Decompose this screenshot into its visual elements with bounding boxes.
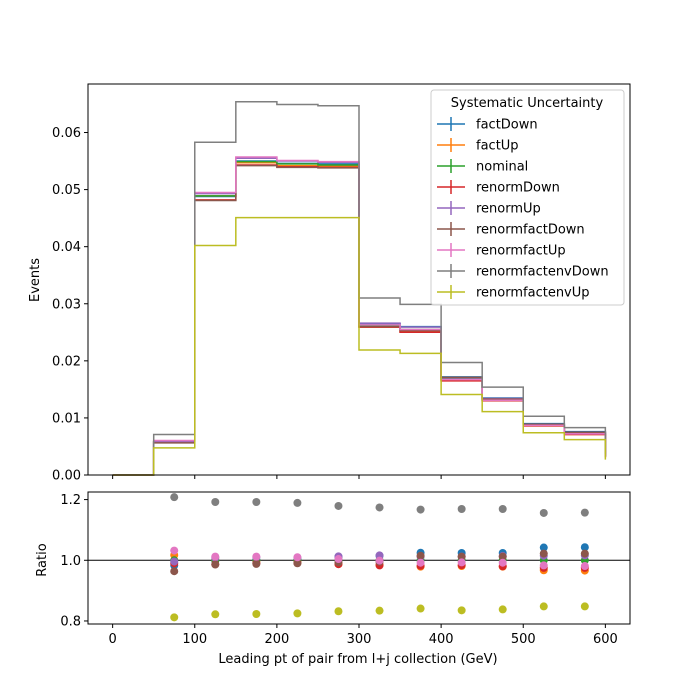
ratio-point-renormfactup bbox=[457, 558, 466, 567]
events-y-tick-label: 0.05 bbox=[52, 183, 81, 198]
ratio-point-renormfactup bbox=[334, 555, 343, 564]
legend-item-factdown: factDown bbox=[437, 117, 538, 133]
ratio-x-tick-label: 0 bbox=[108, 632, 116, 647]
ratio-point-renormfactenvdown bbox=[252, 498, 261, 507]
ratio-point-renormfactup bbox=[211, 552, 220, 561]
ratio-point-factdown bbox=[580, 543, 589, 552]
ratio-point-renormfactenvdown bbox=[293, 498, 302, 507]
legend-label: renormfactenvUp bbox=[476, 286, 590, 301]
ratio-points bbox=[170, 493, 589, 622]
ratio-point-renormfactup bbox=[580, 562, 589, 571]
legend-label: renormfactUp bbox=[476, 244, 566, 259]
events-y-axis-label: Events bbox=[28, 258, 43, 302]
ratio-point-renormfactenvup bbox=[170, 613, 179, 622]
events-y-ticks: 0.00 0.01 0.02 0.03 0.04 0.05 0.06 bbox=[52, 126, 88, 484]
ratio-point-renormfactenvup bbox=[416, 604, 425, 613]
ratio-point-renormfactenvup bbox=[539, 602, 548, 611]
events-y-tick-label: 0.01 bbox=[52, 411, 81, 426]
x-axis-label: Leading pt of pair from l+j collection (… bbox=[218, 652, 497, 667]
legend-label: renormDown bbox=[476, 181, 560, 196]
ratio-point-renormfactenvdown bbox=[416, 505, 425, 514]
legend-item-renormup: renormUp bbox=[437, 201, 541, 217]
ratio-point-renormfactenvup bbox=[293, 609, 302, 618]
legend-item-renormdown: renormDown bbox=[437, 180, 560, 196]
events-y-tick-label: 0.04 bbox=[52, 240, 81, 255]
ratio-point-renormfactup bbox=[416, 558, 425, 567]
ratio-x-tick-label: 100 bbox=[182, 632, 207, 647]
ratio-point-renormfactenvdown bbox=[539, 508, 548, 517]
ratio-x-tick-label: 400 bbox=[429, 632, 454, 647]
ratio-x-tick-label: 500 bbox=[511, 632, 536, 647]
ratio-point-renormfactenvup bbox=[498, 605, 507, 614]
events-y-tick-label: 0.00 bbox=[52, 469, 81, 484]
ratio-y-tick-label: 1.0 bbox=[60, 554, 81, 569]
legend-box bbox=[430, 89, 625, 306]
ratio-point-renormfactenvup bbox=[334, 607, 343, 616]
legend-item-renormfactdown: renormfactDown bbox=[437, 222, 585, 238]
ratio-point-renormfactenvup bbox=[457, 606, 466, 615]
ratio-x-tick-label: 600 bbox=[593, 632, 618, 647]
ratio-point-renormfactenvdown bbox=[375, 503, 384, 512]
legend-label: renormUp bbox=[476, 202, 541, 217]
ratio-point-renormfactenvdown bbox=[580, 508, 589, 517]
ratio-point-renormfactenvdown bbox=[334, 501, 343, 510]
ratio-x-ticks: 0 100 200 300 400 500 600 bbox=[108, 624, 618, 647]
ratio-y-tick-label: 1.2 bbox=[60, 493, 81, 508]
ratio-point-renormfactenvup bbox=[252, 609, 261, 618]
legend-items: factDown factUp nominal renormDown renormUp r… bbox=[437, 117, 609, 301]
ratio-point-renormfactdown bbox=[457, 552, 466, 561]
events-y-tick-label: 0.03 bbox=[52, 297, 81, 312]
legend-item-renormfactup: renormfactUp bbox=[437, 243, 566, 259]
legend-item-nominal: nominal bbox=[437, 159, 528, 175]
ratio-point-renormup bbox=[170, 557, 179, 566]
ratio-point-renormfactdown bbox=[539, 549, 548, 558]
ratio-point-renormfactenvup bbox=[211, 610, 220, 619]
ratio-point-renormfactdown bbox=[293, 559, 302, 568]
ratio-y-ticks: 0.8 1.0 1.2 bbox=[60, 493, 88, 629]
ratio-point-renormfactup bbox=[375, 556, 384, 565]
ratio-y-axis-label: Ratio bbox=[35, 543, 50, 576]
ratio-point-renormfactup bbox=[170, 546, 179, 555]
ratio-point-renormfactup bbox=[539, 561, 548, 570]
ratio-point-renormfactdown bbox=[211, 560, 220, 569]
ratio-point-renormfactenvup bbox=[580, 602, 589, 611]
events-y-tick-label: 0.02 bbox=[52, 354, 81, 369]
events-panel: 0.00 0.01 0.02 0.03 0.04 0.05 0.06 Events bbox=[28, 83, 631, 484]
legend-label: nominal bbox=[476, 160, 528, 175]
ratio-point-renormfactup bbox=[293, 553, 302, 562]
legend-label: factUp bbox=[476, 139, 519, 154]
legend: Systematic Uncertainty factDown factUp nom… bbox=[430, 89, 625, 306]
ratio-point-renormfactenvdown bbox=[498, 504, 507, 513]
ratio-point-renormfactenvup bbox=[375, 606, 384, 615]
ratio-point-renormfactenvdown bbox=[457, 504, 466, 513]
events-y-tick-label: 0.06 bbox=[52, 126, 81, 141]
legend-item-renormfactenvdown: renormfactenvDown bbox=[437, 264, 609, 280]
ratio-x-tick-label: 200 bbox=[264, 632, 289, 647]
ratio-point-renormfactenvdown bbox=[211, 498, 220, 507]
events-step-lines bbox=[112, 100, 607, 476]
ratio-point-renormfactenvdown bbox=[170, 493, 179, 502]
ratio-point-renormfactdown bbox=[416, 551, 425, 560]
ratio-point-factdown bbox=[539, 543, 548, 552]
legend-item-renormfactenvup: renormfactenvUp bbox=[437, 285, 590, 301]
ratio-point-renormfactup bbox=[498, 558, 507, 567]
ratio-point-renormfactdown bbox=[498, 552, 507, 561]
ratio-panel: 0.8 1.0 1.2 0 100 200 300 400 500 600 Ratio Lead… bbox=[35, 491, 631, 667]
step-line-renormfactenvup bbox=[112, 216, 607, 476]
legend-label: renormfactDown bbox=[476, 223, 585, 238]
ratio-point-renormfactdown bbox=[170, 567, 179, 576]
ratio-y-tick-label: 0.8 bbox=[60, 614, 81, 629]
ratio-x-tick-label: 300 bbox=[347, 632, 372, 647]
ratio-point-renormfactup bbox=[252, 552, 261, 561]
legend-item-factup: factUp bbox=[437, 138, 519, 154]
legend-title: Systematic Uncertainty bbox=[451, 96, 604, 111]
legend-label: renormfactenvDown bbox=[476, 265, 609, 280]
ratio-point-renormfactdown bbox=[252, 559, 261, 568]
ratio-point-renormfactdown bbox=[580, 549, 589, 558]
events-x-ticks bbox=[112, 475, 606, 479]
legend-label: factDown bbox=[476, 118, 538, 133]
